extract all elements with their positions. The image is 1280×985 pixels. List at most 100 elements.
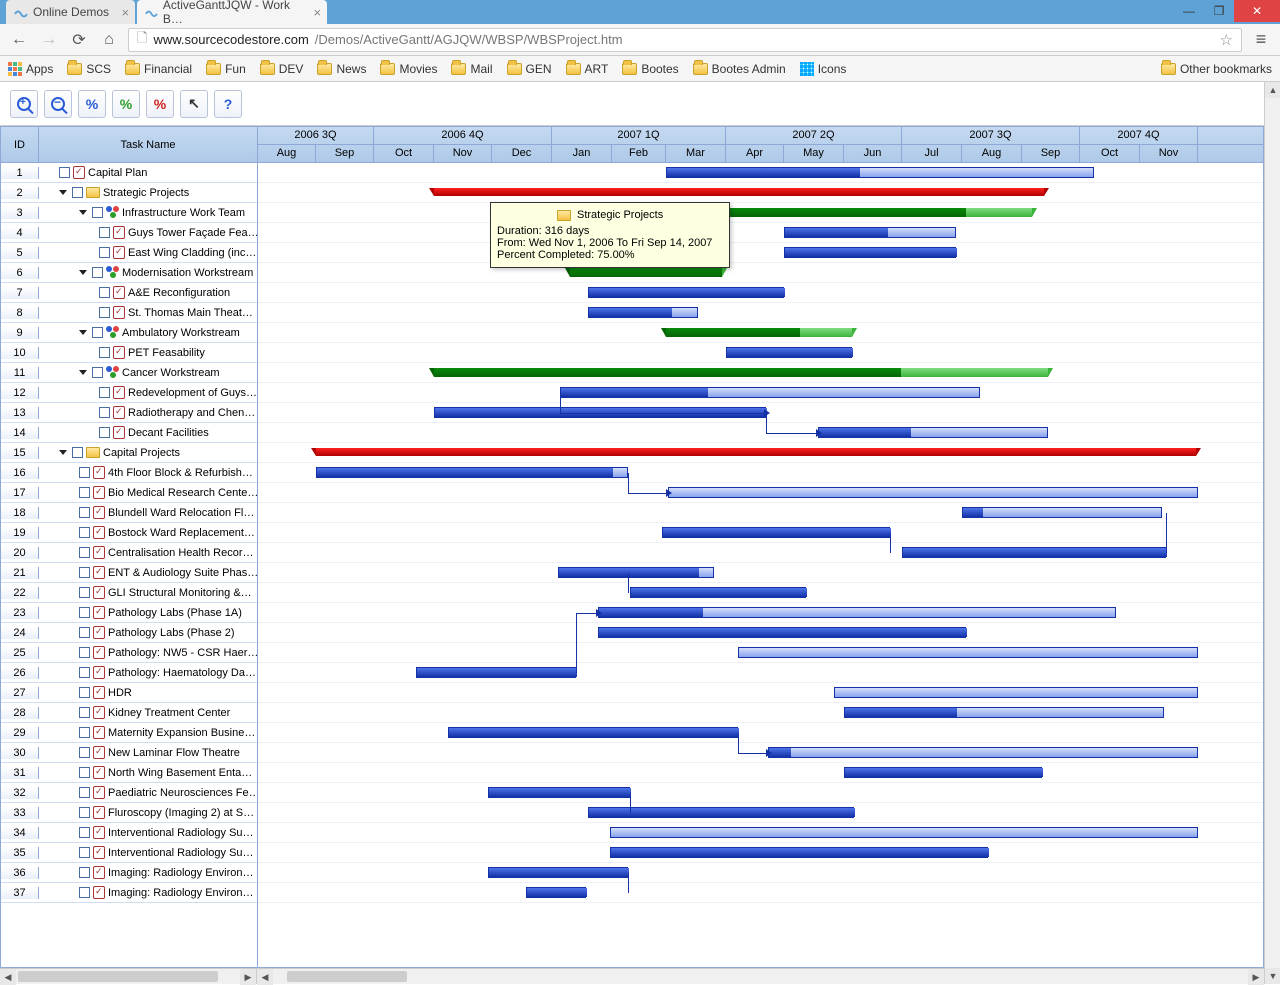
task-bar[interactable] [488,787,630,798]
tool-percent-blue-button[interactable]: % [78,90,106,118]
task-row[interactable]: 164th Floor Block & Refurbish… [1,463,257,483]
task-bar[interactable] [834,687,1198,698]
month-cell[interactable]: Oct [374,145,434,162]
expand-caret-icon[interactable] [59,190,67,195]
back-button[interactable]: ← [8,29,30,51]
bookmark-star-icon[interactable]: ☆ [1220,31,1233,49]
summary-bar[interactable] [434,368,1048,377]
checkbox[interactable] [99,427,110,438]
checkbox[interactable] [99,227,110,238]
task-row[interactable]: 7A&E Reconfiguration [1,283,257,303]
checkbox[interactable] [79,867,90,878]
task-bar[interactable] [818,427,1048,438]
tab-close-icon[interactable]: × [121,5,129,20]
scroll-left-button[interactable]: ◀ [257,969,273,985]
task-row[interactable]: 30New Laminar Flow Theatre [1,743,257,763]
checkbox[interactable] [79,547,90,558]
quarter-cell[interactable]: 2007 3Q [902,127,1080,144]
task-row[interactable]: 2Strategic Projects [1,183,257,203]
maximize-button[interactable]: ❐ [1204,0,1234,22]
task-bar[interactable] [448,727,738,738]
checkbox[interactable] [79,487,90,498]
month-cell[interactable]: Feb [612,145,666,162]
expand-caret-icon[interactable] [79,270,87,275]
browser-tab[interactable]: ActiveGanttJQW - Work B…× [137,0,327,24]
task-bar[interactable] [662,527,890,538]
checkbox[interactable] [92,207,103,218]
task-bar[interactable] [488,867,628,878]
task-row[interactable]: 19Bostock Ward Replacement… [1,523,257,543]
quarter-cell[interactable]: 2007 4Q [1080,127,1198,144]
scroll-left-button[interactable]: ◀ [0,969,16,985]
checkbox[interactable] [92,327,103,338]
task-bar[interactable] [844,707,1164,718]
task-row[interactable]: 8St. Thomas Main Theat… [1,303,257,323]
task-bar[interactable] [668,487,1198,498]
task-bar[interactable] [768,747,1198,758]
summary-bar[interactable] [666,328,852,337]
quarter-cell[interactable]: 2007 2Q [726,127,902,144]
checkbox[interactable] [79,687,90,698]
task-bar[interactable] [902,547,1166,558]
bookmark-folder[interactable]: Bootes [622,62,678,76]
task-bar[interactable] [588,807,854,818]
month-cell[interactable]: Jul [902,145,962,162]
task-bar[interactable] [526,887,586,898]
checkbox[interactable] [79,527,90,538]
tree-h-scrollbar[interactable]: ◀ ▶ [0,969,257,984]
checkbox[interactable] [99,247,110,258]
task-row[interactable]: 32Paediatric Neurosciences Fe… [1,783,257,803]
month-cell[interactable]: May [784,145,844,162]
task-bar[interactable] [784,227,956,238]
task-bar[interactable] [598,627,966,638]
checkbox[interactable] [59,167,70,178]
task-bar[interactable] [630,587,806,598]
month-cell[interactable]: Nov [1140,145,1198,162]
bookmark-folder[interactable]: News [317,62,366,76]
checkbox[interactable] [99,347,110,358]
task-bar[interactable] [610,847,988,858]
checkbox[interactable] [72,187,83,198]
task-bar[interactable] [560,387,980,398]
month-cell[interactable]: Aug [962,145,1022,162]
task-row[interactable]: 9Ambulatory Workstream [1,323,257,343]
task-row[interactable]: 35Interventional Radiology Su… [1,843,257,863]
task-row[interactable]: 12Redevelopment of Guys… [1,383,257,403]
bookmark-folder[interactable]: GEN [507,62,552,76]
vertical-scrollbar[interactable]: ▲ ▼ [1264,82,1280,984]
task-row[interactable]: 28Kidney Treatment Center [1,703,257,723]
checkbox[interactable] [99,387,110,398]
chart-body[interactable]: Strategic Projects Duration: 316 days Fr… [258,163,1263,967]
checkbox[interactable] [79,747,90,758]
month-cell[interactable]: Sep [1022,145,1080,162]
task-row[interactable]: 10PET Feasability [1,343,257,363]
task-bar[interactable] [784,247,956,258]
task-bar[interactable] [434,407,766,418]
checkbox[interactable] [79,887,90,898]
task-row[interactable]: 26Pathology: Haematology Da… [1,663,257,683]
checkbox[interactable] [99,407,110,418]
scroll-thumb[interactable] [18,971,218,982]
checkbox[interactable] [99,287,110,298]
checkbox[interactable] [72,447,83,458]
month-cell[interactable]: Nov [434,145,492,162]
task-bar[interactable] [588,287,784,298]
checkbox[interactable] [79,727,90,738]
task-row[interactable]: 29Maternity Expansion Busine… [1,723,257,743]
tool-percent-red-button[interactable]: % [146,90,174,118]
task-bar[interactable] [726,347,852,358]
checkbox[interactable] [99,307,110,318]
task-row[interactable]: 33Fluroscopy (Imaging 2) at S… [1,803,257,823]
task-row[interactable]: 15Capital Projects [1,443,257,463]
minimize-button[interactable]: — [1174,0,1204,22]
tool-cursor-button[interactable]: ↖ [180,90,208,118]
home-button[interactable]: ⌂ [98,29,120,51]
checkbox[interactable] [79,847,90,858]
scroll-right-button[interactable]: ▶ [1248,969,1264,985]
checkbox[interactable] [79,587,90,598]
checkbox[interactable] [92,367,103,378]
task-row[interactable]: 11Cancer Workstream [1,363,257,383]
col-name-header[interactable]: Task Name [39,127,257,162]
expand-caret-icon[interactable] [79,210,87,215]
task-row[interactable]: 37Imaging: Radiology Environ… [1,883,257,903]
